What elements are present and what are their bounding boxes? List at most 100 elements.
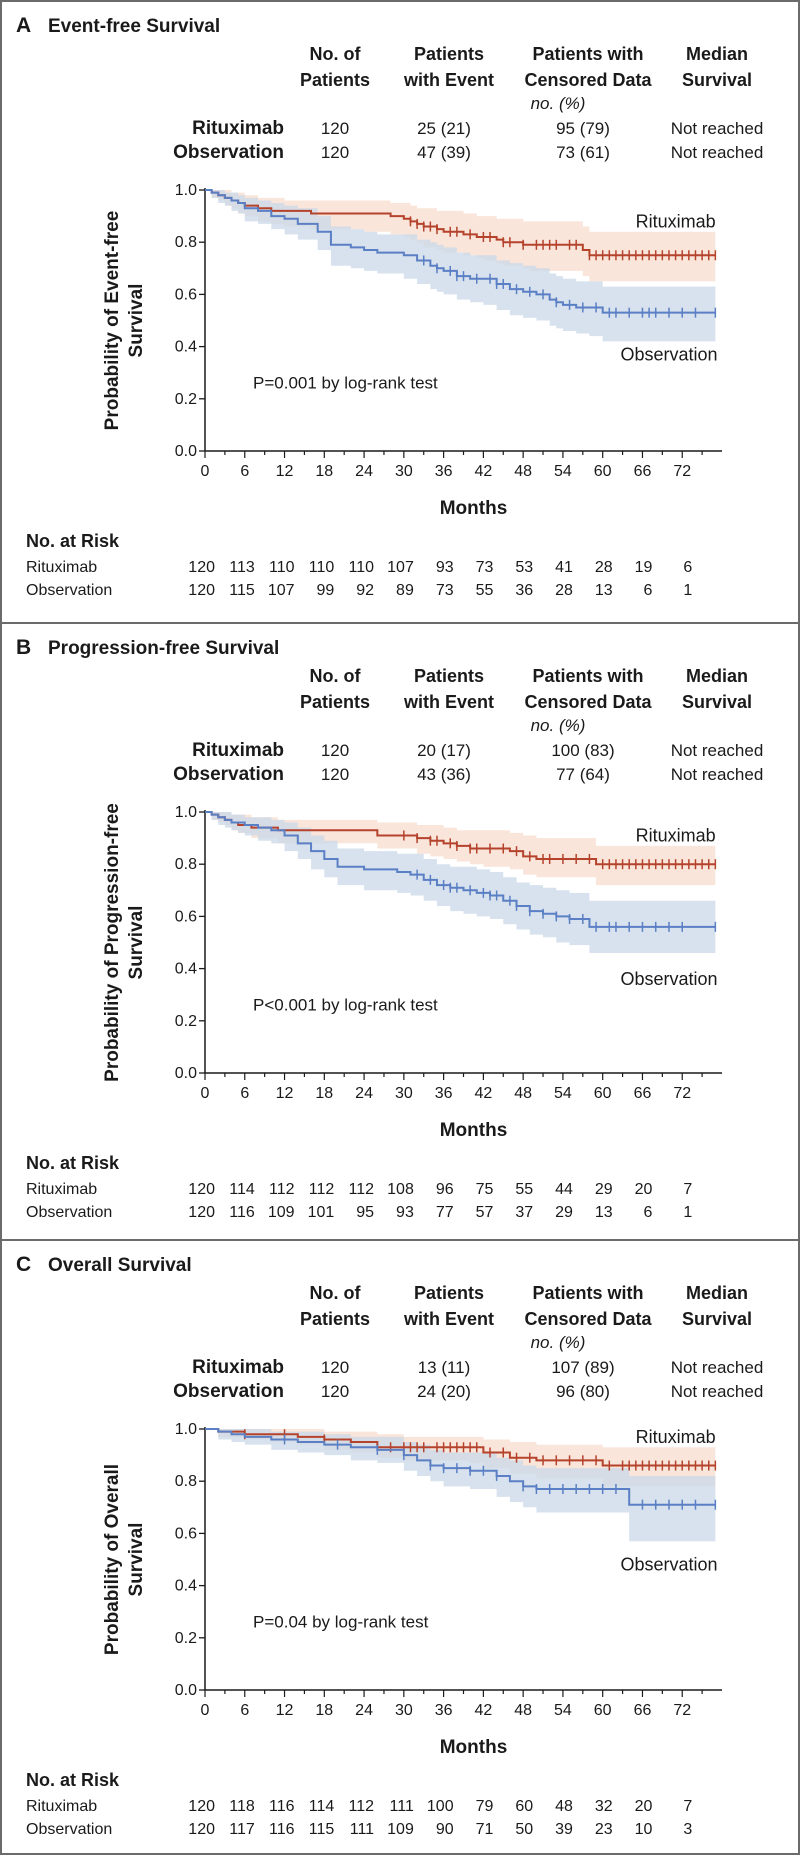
y-axis-label-line2: Survival [126, 906, 147, 980]
y-tick-label: 0.8 [175, 856, 197, 873]
panel-letter: A [16, 14, 31, 37]
x-tick-label: 72 [673, 1702, 691, 1719]
risk-count: 6 [683, 559, 692, 576]
risk-count: 110 [269, 559, 295, 576]
risk-count: 93 [436, 559, 454, 576]
header-events-line2: with Event [403, 70, 494, 90]
y-tick-label: 0.4 [175, 961, 197, 978]
x-tick-label: 42 [474, 463, 492, 480]
table-events: 43 (36) [417, 765, 471, 784]
risk-count: 44 [555, 1181, 573, 1198]
risk-count: 92 [356, 582, 374, 599]
risk-count: 23 [595, 1821, 613, 1838]
table-unit: no. (%) [531, 1333, 586, 1352]
risk-count: 116 [229, 1204, 255, 1221]
table-unit: no. (%) [531, 716, 586, 735]
y-tick-label: 1.0 [175, 1421, 197, 1438]
km-chart-c: C Overall Survival No. of Patients Patients w… [16, 1253, 763, 1838]
table-patients: 120 [321, 765, 349, 784]
header-median-line1: Median [686, 1283, 748, 1303]
risk-count: 114 [229, 1181, 255, 1198]
y-axis-label-line1: Probability of Overall [102, 1464, 123, 1655]
risk-count: 41 [555, 559, 573, 576]
y-tick-label: 0.2 [175, 391, 197, 408]
y-tick-label: 0.6 [175, 286, 197, 303]
header-patients-line1: No. of [310, 1283, 362, 1303]
x-tick-label: 66 [634, 463, 652, 480]
series-label: Observation [620, 969, 717, 989]
y-tick-label: 0.8 [175, 1473, 197, 1490]
header-patients-line1: No. of [310, 44, 362, 64]
risk-count: 117 [229, 1821, 255, 1838]
x-tick-label: 18 [315, 463, 333, 480]
x-tick-label: 54 [554, 1085, 572, 1102]
risk-count: 111 [350, 1821, 374, 1838]
table-censored: 73 (61) [556, 143, 610, 162]
risk-count: 29 [595, 1181, 613, 1198]
x-tick-label: 72 [673, 1085, 691, 1102]
risk-count: 39 [555, 1821, 573, 1838]
risk-count: 107 [268, 582, 295, 599]
risk-count: 109 [387, 1821, 414, 1838]
risk-count: 79 [476, 1798, 494, 1815]
x-tick-label: 18 [315, 1702, 333, 1719]
risk-count: 53 [515, 559, 533, 576]
panel-letter: C [16, 1253, 31, 1276]
y-axis-label-line1: Probability of Progression-free [102, 803, 123, 1082]
risk-count: 13 [595, 1204, 613, 1221]
x-tick-label: 6 [240, 1085, 249, 1102]
x-tick-label: 6 [240, 1702, 249, 1719]
risk-count: 36 [515, 582, 533, 599]
table-median: Not reached [671, 765, 764, 784]
x-tick-label: 0 [201, 463, 210, 480]
header-events-line1: Patients [414, 1283, 484, 1303]
km-curve-observation [205, 1428, 716, 1506]
header-censored-line1: Patients with [532, 44, 643, 64]
risk-count: 48 [555, 1798, 573, 1815]
y-tick-label: 0.2 [175, 1013, 197, 1030]
header-events-line1: Patients [414, 666, 484, 686]
series-label: Rituximab [636, 211, 716, 231]
table-group-label: Rituximab [192, 1357, 284, 1378]
risk-count: 50 [515, 1821, 533, 1838]
x-tick-label: 0 [201, 1085, 210, 1102]
risk-count: 120 [188, 1821, 215, 1838]
risk-count: 6 [644, 582, 653, 599]
x-tick-label: 30 [395, 1085, 413, 1102]
risk-count: 3 [683, 1821, 692, 1838]
x-tick-label: 60 [594, 463, 612, 480]
risk-title: No. at Risk [26, 1153, 120, 1173]
risk-count: 57 [476, 1204, 494, 1221]
table-group-label: Rituximab [192, 740, 284, 761]
x-tick-label: 24 [355, 463, 373, 480]
x-tick-label: 6 [240, 463, 249, 480]
risk-count: 116 [269, 1798, 295, 1815]
risk-count: 112 [269, 1181, 295, 1198]
risk-count: 112 [349, 1798, 375, 1815]
table-group-label: Rituximab [192, 118, 284, 139]
risk-count: 28 [555, 582, 573, 599]
risk-count: 7 [683, 1798, 692, 1815]
risk-count: 10 [635, 1821, 653, 1838]
risk-count: 75 [476, 1181, 494, 1198]
table-patients: 120 [321, 119, 349, 138]
table-events: 25 (21) [417, 119, 471, 138]
log-rank-annotation: P=0.001 by log-rank test [253, 373, 438, 392]
header-censored-line1: Patients with [532, 1283, 643, 1303]
x-tick-label: 72 [673, 463, 691, 480]
risk-count: 19 [635, 559, 653, 576]
risk-count: 89 [396, 582, 414, 599]
risk-count: 110 [309, 559, 335, 576]
header-events-line2: with Event [403, 1309, 494, 1329]
risk-count: 120 [188, 559, 215, 576]
y-tick-label: 0.8 [175, 234, 197, 251]
table-censored: 107 (89) [551, 1358, 614, 1377]
risk-count: 120 [188, 582, 215, 599]
risk-title: No. at Risk [26, 531, 120, 551]
header-patients-line2: Patients [300, 692, 370, 712]
y-tick-label: 1.0 [175, 804, 197, 821]
x-tick-label: 60 [594, 1702, 612, 1719]
panel-overall-survival: C Overall Survival No. of Patients Patients w… [2, 1241, 798, 1855]
panel-progression-free-survival: B Progression-free Survival No. of Patients… [2, 624, 798, 1241]
